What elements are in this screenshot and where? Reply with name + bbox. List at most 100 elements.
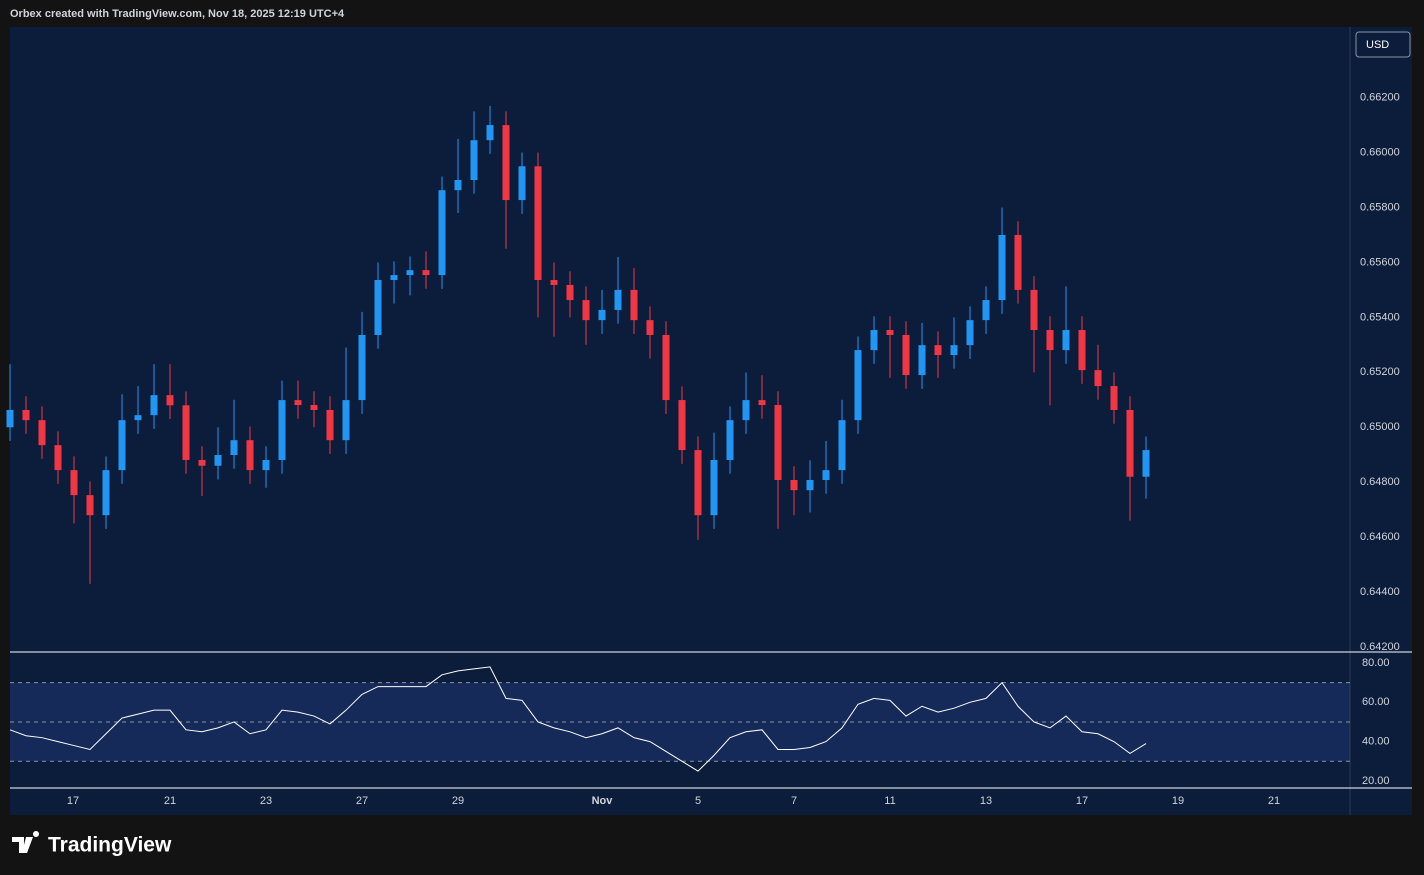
- candle-body: [1126, 409, 1134, 477]
- x-tick-label: Nov: [592, 795, 614, 807]
- candle-body: [998, 234, 1006, 301]
- y-tick-label: 0.65600: [1360, 256, 1400, 268]
- attribution: Orbex created with TradingView.com, Nov …: [10, 8, 345, 20]
- candle-body: [726, 420, 734, 460]
- candle-body: [662, 334, 670, 401]
- price-axis-area: [1350, 27, 1412, 815]
- candle-body: [294, 400, 302, 406]
- candle-body: [966, 320, 974, 346]
- y-tick-label: 40.00: [1362, 736, 1390, 748]
- x-tick-label: 21: [1268, 795, 1280, 807]
- candle-body: [742, 400, 750, 421]
- candle-body: [1030, 289, 1038, 331]
- y-tick-label: 0.64200: [1360, 641, 1400, 653]
- candle-body: [150, 395, 158, 416]
- candle-body: [534, 166, 542, 281]
- candle-body: [758, 400, 766, 406]
- x-tick-label: 11: [884, 795, 895, 807]
- candle-body: [1046, 330, 1054, 351]
- candle-body: [454, 180, 462, 191]
- y-tick-label: 0.64600: [1360, 531, 1400, 543]
- candle-body: [486, 125, 494, 141]
- brand-logo: TradingView: [12, 830, 172, 857]
- y-tick-label: 0.65800: [1360, 201, 1400, 213]
- candle-body: [118, 420, 126, 471]
- candle-body: [886, 330, 894, 335]
- x-tick-label: 17: [67, 795, 79, 807]
- candle-body: [70, 470, 78, 496]
- x-tick-label: 29: [452, 795, 464, 807]
- candle-body: [1014, 234, 1022, 290]
- candle-body: [262, 459, 270, 471]
- candle-body: [38, 420, 46, 446]
- logo-icon: [12, 830, 40, 853]
- candle-body: [422, 270, 430, 276]
- candle-body: [22, 409, 30, 421]
- candle-body: [102, 470, 110, 516]
- y-tick-label: 80.00: [1362, 657, 1390, 669]
- candle-body: [198, 459, 206, 466]
- candle-body: [214, 455, 222, 466]
- x-tick-label: 21: [164, 795, 176, 807]
- candle-body: [246, 440, 254, 471]
- candle-body: [902, 334, 910, 376]
- candle-body: [6, 409, 14, 428]
- candle-body: [566, 284, 574, 301]
- candle-body: [518, 166, 526, 201]
- x-tick-label: 13: [980, 795, 992, 807]
- candle-body: [550, 280, 558, 285]
- candle-body: [630, 289, 638, 321]
- candle-body: [1062, 330, 1070, 351]
- candle-body: [86, 495, 94, 516]
- candle-body: [278, 400, 286, 460]
- candle-body: [54, 445, 62, 471]
- candle-body: [582, 300, 590, 321]
- y-tick-label: 0.64400: [1360, 586, 1400, 598]
- brand-name: TradingView: [48, 834, 172, 857]
- candle-body: [822, 470, 830, 481]
- candle-body: [1078, 330, 1086, 371]
- candle-body: [790, 480, 798, 491]
- x-tick-label: 23: [260, 795, 272, 807]
- candle-body: [230, 440, 238, 456]
- currency-badge[interactable]: [1355, 31, 1411, 58]
- candle-body: [598, 309, 606, 321]
- y-tick-label: 0.66200: [1360, 92, 1400, 104]
- candle-body: [1094, 370, 1102, 387]
- x-tick-label: 7: [791, 795, 797, 807]
- candle-body: [614, 289, 622, 310]
- x-tick-label: 27: [356, 795, 368, 807]
- y-tick-label: 0.64800: [1360, 476, 1400, 488]
- candle-body: [950, 345, 958, 356]
- candle-body: [806, 480, 814, 491]
- candle-body: [1142, 450, 1150, 477]
- y-tick-label: 60.00: [1362, 696, 1390, 708]
- candle-body: [374, 280, 382, 335]
- y-tick-label: 0.65200: [1360, 366, 1400, 378]
- candle-body: [934, 345, 942, 356]
- x-tick-label: 17: [1076, 795, 1088, 807]
- candle-body: [502, 125, 510, 201]
- candle-body: [854, 350, 862, 421]
- x-tick-label: 5: [695, 795, 701, 807]
- candle-body: [870, 330, 878, 351]
- candle-body: [918, 345, 926, 376]
- candle-body: [438, 190, 446, 276]
- candle-body: [134, 415, 142, 421]
- y-tick-label: 0.66000: [1360, 146, 1400, 158]
- candle-body: [646, 320, 654, 335]
- candle-body: [678, 400, 686, 451]
- candle-body: [390, 275, 398, 281]
- time-axis-area: [10, 788, 1350, 815]
- currency-label: USD: [1366, 39, 1389, 51]
- x-tick-label: 19: [1172, 795, 1184, 807]
- candle-body: [406, 270, 414, 276]
- y-tick-label: 20.00: [1362, 775, 1390, 787]
- candle-body: [342, 400, 350, 441]
- candle-body: [358, 334, 366, 401]
- rsi-line: [9, 666, 1147, 772]
- y-tick-label: 0.65400: [1360, 311, 1400, 323]
- candle-body: [310, 405, 318, 410]
